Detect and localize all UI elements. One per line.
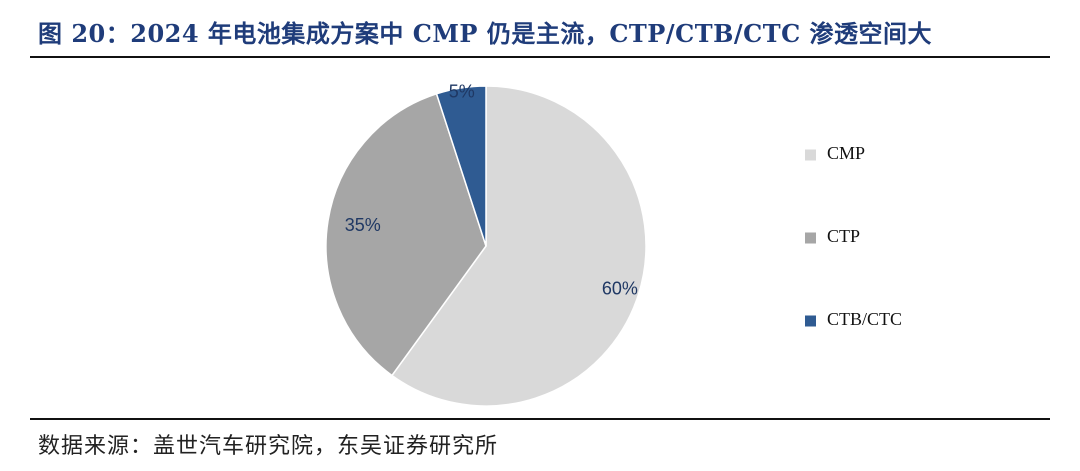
figure-title: 图 20：2024 年电池集成方案中 CMP 仍是主流，CTP/CTB/CTC …	[38, 19, 933, 48]
bottom-rule	[30, 418, 1050, 420]
pie-value-label: 35%	[345, 215, 381, 235]
pie-value-label: 60%	[602, 278, 638, 298]
top-rule	[30, 56, 1050, 58]
pie-slices	[325, 85, 647, 407]
legend-swatch	[805, 232, 816, 244]
pie-slice-cmp	[390, 85, 647, 407]
legend-label: CTB/CTC	[827, 309, 902, 329]
legend-swatch	[805, 315, 816, 327]
legend-swatch	[805, 149, 816, 161]
chart-legend: CMP CTP CTB/CTC	[805, 143, 902, 329]
pie-value-label: 5%	[449, 81, 475, 101]
pie-value-labels: 60% 35% 5%	[345, 81, 638, 298]
legend-label: CMP	[827, 143, 865, 163]
pie-slice-ctp	[325, 92, 487, 377]
legend-label: CTP	[827, 226, 860, 246]
source-note: 数据来源：盖世汽车研究院，东吴证券研究所	[38, 434, 499, 459]
pie-slice-ctb-ctc	[435, 85, 487, 247]
